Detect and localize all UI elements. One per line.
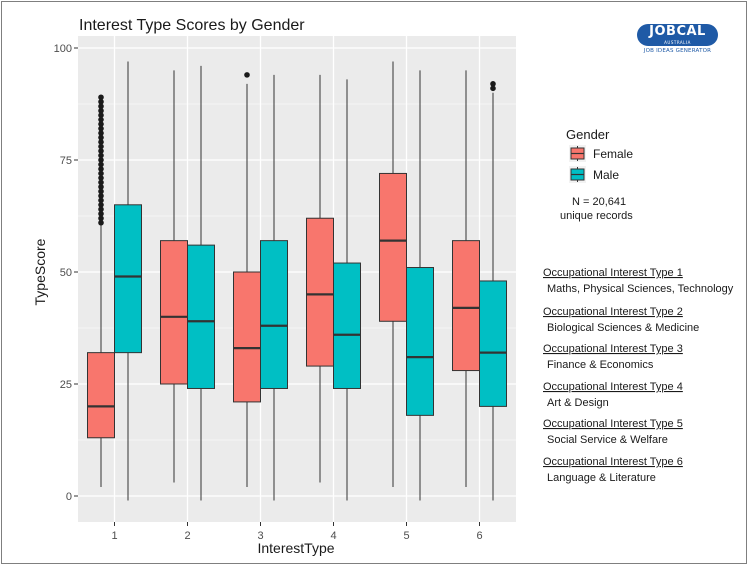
outlier-point [244,72,250,78]
series-female [87,61,480,488]
logo-subtext: AUSTRALIA [664,40,691,45]
interest-type-heading: Occupational Interest Type 3 [543,343,683,355]
x-tick-label: 3 [257,530,263,542]
legend-label-female: Female [593,147,633,161]
y-axis-ticks: 0 25 50 75 100 [54,43,78,503]
box [406,267,434,416]
y-tick-label: 0 [66,491,72,503]
box [260,240,288,389]
box [160,240,188,385]
box [87,352,115,439]
outlier-point [98,94,104,101]
legend-keys: Female Male [569,145,633,183]
outlier-point [98,161,104,168]
outlier-point [98,98,104,105]
legend: Gender Female Male [566,127,633,183]
outlier-point [98,206,104,213]
records-note-line-1: N = 20,641 [572,196,626,208]
logo-wordmark: JOBCAL [649,24,706,39]
outlier-point [98,152,104,159]
legend-title: Gender [566,127,610,142]
box [452,240,480,372]
outlier-point [98,107,104,114]
outlier-point [98,219,104,226]
interest-type-heading: Occupational Interest Type 4 [543,381,683,393]
interest-type-description: Finance & Economics [547,359,654,371]
box-series [87,61,507,501]
outlier-point [98,197,104,204]
interest-type-heading: Occupational Interest Type 6 [543,456,683,468]
interest-type-description: Maths, Physical Sciences, Technology [547,283,734,295]
outlier-point [98,170,104,177]
outlier-point [98,121,104,127]
interest-type-description: Art & Design [547,397,609,409]
outlier-point [98,175,104,181]
x-tick-label: 5 [403,530,409,542]
y-tick-label: 50 [60,267,72,279]
interest-type-key: Occupational Interest Type 1 Maths, Physi… [543,267,734,484]
chart-title: Interest Type Scores by Gender [79,17,305,34]
outlier-point [98,166,104,172]
outlier-point [98,125,104,132]
x-axis-title: InterestType [257,540,334,556]
y-axis-title: TypeScore [32,238,48,305]
x-tick-label: 4 [330,530,336,542]
outlier-point [98,116,104,123]
records-note-line-2: unique records [560,210,633,222]
outlier-point [98,188,104,195]
interest-type-heading: Occupational Interest Type 2 [543,306,683,318]
outlier-point [98,139,104,145]
logo-tagline: JOB IDEAS GENERATOR [643,48,712,54]
x-tick-label: 1 [111,530,117,542]
outlier-point [490,85,496,92]
box [187,244,215,389]
outlier-point [98,130,104,136]
outlier-point [98,157,104,163]
interest-type-description: Language & Literature [547,472,656,484]
outlier-point [490,81,496,87]
outlier-point [98,193,104,199]
series-male [114,61,507,501]
outlier-point [98,148,104,154]
box [233,271,261,403]
outlier-point [98,210,104,217]
box [333,262,361,389]
y-tick-label: 100 [54,43,72,55]
logo-badge: JOBCAL AUSTRALIA [637,24,718,46]
box [114,204,142,354]
outlier-point [98,202,104,208]
outlier-point [98,215,104,222]
legend-label-male: Male [593,168,619,182]
interest-type-description: Biological Sciences & Medicine [547,322,699,334]
plot-panel [78,36,516,522]
outlier-point [98,134,104,141]
x-axis-ticks: 1 2 3 4 5 6 [111,522,483,542]
x-tick-label: 2 [184,530,190,542]
y-tick-label: 25 [60,379,72,391]
outlier-point [98,179,104,186]
box [306,217,334,367]
interest-type-heading: Occupational Interest Type 5 [543,418,683,430]
outlier-point [98,112,104,118]
interest-type-description: Social Service & Welfare [547,434,668,446]
interest-type-heading: Occupational Interest Type 1 [543,267,683,279]
box [479,280,507,407]
outlier-point [98,184,104,190]
outlier-point [98,143,104,150]
x-tick-label: 6 [476,530,482,542]
y-tick-label: 75 [60,155,72,167]
outlier-point [98,103,104,110]
jobcal-logo: JOBCAL AUSTRALIA JOB IDEAS GENERATOR [637,24,718,54]
box [379,172,407,322]
